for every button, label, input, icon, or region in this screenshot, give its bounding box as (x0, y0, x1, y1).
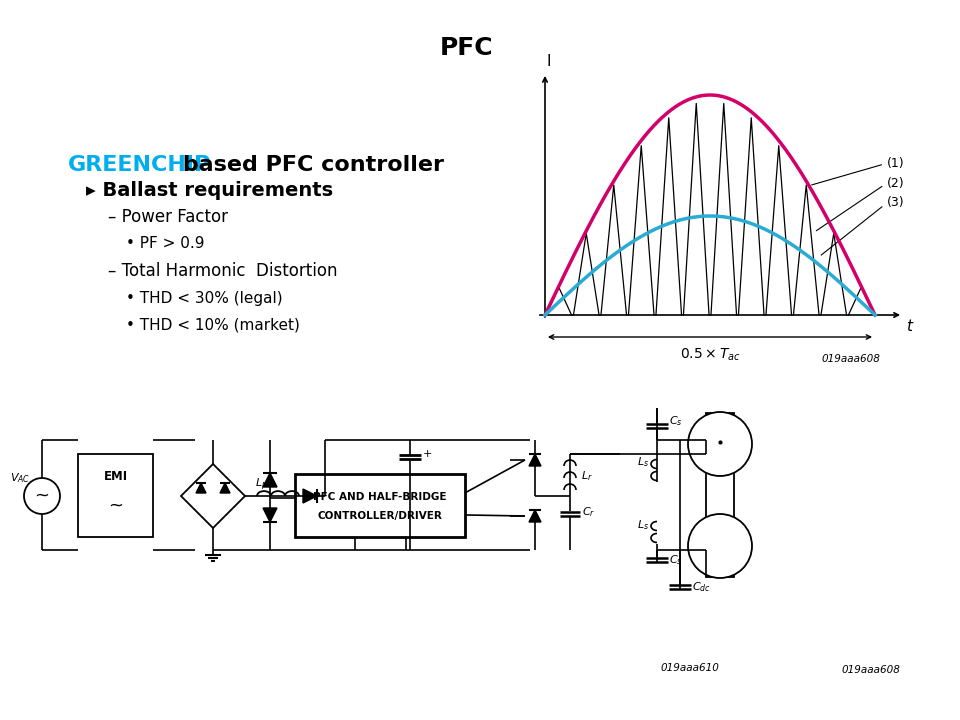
Text: 019aaa608: 019aaa608 (841, 665, 900, 675)
Polygon shape (303, 489, 317, 503)
Text: +: + (423, 449, 432, 459)
Circle shape (688, 412, 752, 476)
Text: ▸ Ballast requirements: ▸ Ballast requirements (86, 181, 333, 199)
Text: (2): (2) (816, 176, 904, 230)
Polygon shape (263, 473, 277, 487)
Text: (3): (3) (821, 197, 904, 255)
Bar (295, 474, 465, 537)
Text: $L_{pfc}$: $L_{pfc}$ (255, 477, 275, 493)
Polygon shape (529, 510, 541, 522)
Text: $L_s$: $L_s$ (637, 455, 649, 469)
Text: based PFC controller: based PFC controller (175, 155, 444, 175)
Circle shape (688, 514, 752, 578)
Text: $L_r$: $L_r$ (581, 469, 592, 483)
Text: • THD < 10% (market): • THD < 10% (market) (126, 318, 300, 333)
Bar (706, 413, 734, 577)
Polygon shape (196, 483, 206, 493)
Text: $C_{dc}$: $C_{dc}$ (692, 580, 710, 594)
Text: I: I (547, 54, 551, 69)
Polygon shape (263, 508, 277, 522)
Text: $V_{AC}$: $V_{AC}$ (10, 471, 30, 485)
Text: – Power Factor: – Power Factor (108, 208, 228, 226)
Text: EMI: EMI (104, 470, 128, 483)
Text: $C_s$: $C_s$ (669, 553, 683, 567)
Text: 019aaa610: 019aaa610 (660, 663, 719, 673)
Text: PFC AND HALF-BRIDGE: PFC AND HALF-BRIDGE (313, 492, 446, 503)
Text: – Total Harmonic  Distortion: – Total Harmonic Distortion (108, 262, 338, 280)
Circle shape (24, 478, 60, 514)
Text: $C_s$: $C_s$ (669, 414, 683, 428)
Text: • THD < 30% (legal): • THD < 30% (legal) (126, 290, 282, 305)
Text: 019aaa608: 019aaa608 (821, 354, 880, 364)
Text: GREENCHIP: GREENCHIP (68, 155, 211, 175)
Text: ~: ~ (35, 487, 50, 505)
Text: ~: ~ (108, 497, 123, 515)
Text: (1): (1) (811, 157, 904, 185)
Polygon shape (529, 454, 541, 466)
Text: PFC: PFC (441, 36, 493, 60)
Text: $C_r$: $C_r$ (582, 505, 595, 519)
Bar (78, 454, 153, 537)
Text: t: t (906, 319, 912, 334)
Text: $L_s$: $L_s$ (637, 518, 649, 532)
Text: $0.5 \times T_{ac}$: $0.5 \times T_{ac}$ (680, 347, 740, 364)
Polygon shape (220, 483, 230, 493)
Text: • PF > 0.9: • PF > 0.9 (126, 236, 204, 251)
Text: CONTROLLER/DRIVER: CONTROLLER/DRIVER (318, 511, 443, 521)
